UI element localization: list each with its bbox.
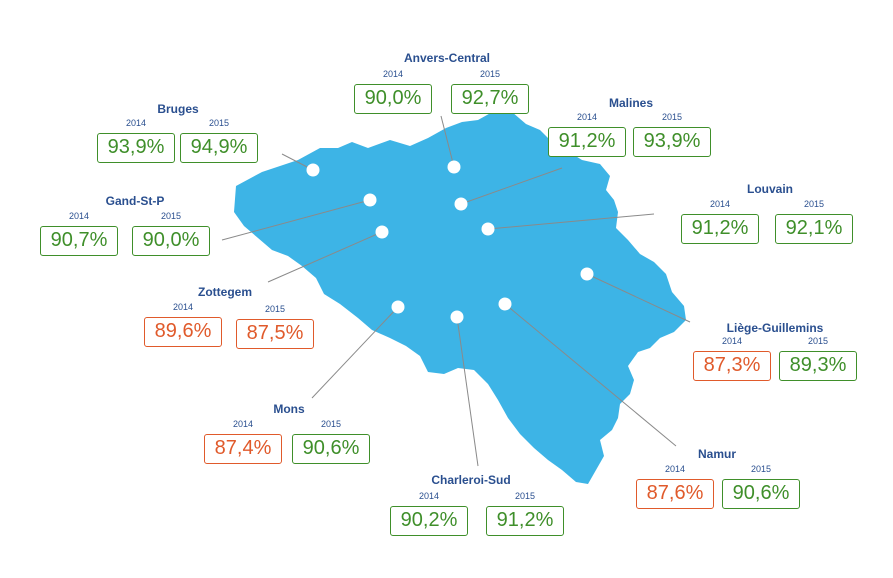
value-box-2014: 90,2% [390,506,468,536]
leader-line-zottegem [267,231,383,283]
value-box-2014: 93,9% [97,133,175,163]
value-box-2015: 93,9% [633,127,711,157]
year-label-2014: 2014 [382,69,404,79]
value-box-2015: 92,7% [451,84,529,114]
leader-line-louvain [487,213,655,230]
year-label-2015: 2015 [807,336,829,346]
leader-line-namur [504,303,677,447]
station-marker-zottegem[interactable] [375,225,389,239]
station-marker-louvain[interactable] [481,222,495,236]
year-label-2015: 2015 [320,419,342,429]
value-box-2015: 87,5% [236,319,314,349]
value-box-2014: 90,7% [40,226,118,256]
year-label-2014: 2014 [664,464,686,474]
station-name: Charleroi-Sud [431,473,511,487]
station-marker-namur[interactable] [498,297,512,311]
year-label-2014: 2014 [418,491,440,501]
value-box-2015: 90,0% [132,226,210,256]
value-box-2014: 91,2% [681,214,759,244]
year-label-2015: 2015 [264,304,286,314]
year-label-2014: 2014 [68,211,90,221]
value-box-2014: 91,2% [548,127,626,157]
leader-line-malines [460,167,563,205]
year-label-2014: 2014 [232,419,254,429]
value-box-2015: 92,1% [775,214,853,244]
station-name: Mons [273,402,305,416]
station-name: Louvain [746,182,794,196]
year-label-2015: 2015 [514,491,536,501]
leader-line-gand-st-p [221,199,371,241]
leader-line-anvers-central [440,115,455,168]
year-label-2015: 2015 [661,112,683,122]
station-marker-bruges[interactable] [306,163,320,177]
station-marker-anvers-central[interactable] [447,160,461,174]
station-name: Zottegem [198,285,252,299]
year-label-2015: 2015 [803,199,825,209]
value-box-2014: 90,0% [354,84,432,114]
station-marker-charleroi-sud[interactable] [450,310,464,324]
year-label-2014: 2014 [125,118,147,128]
station-name: Gand-St-P [105,194,165,208]
year-label-2015: 2015 [208,118,230,128]
belgium-territory [234,110,686,484]
value-box-2014: 87,4% [204,434,282,464]
value-box-2015: 90,6% [292,434,370,464]
value-box-2015: 90,6% [722,479,800,509]
station-marker-gand-st-p[interactable] [363,193,377,207]
station-name: Bruges [157,102,199,116]
value-box-2014: 89,6% [144,317,222,347]
station-marker-liege-guillemins[interactable] [580,267,594,281]
year-label-2014: 2014 [172,302,194,312]
leader-line-liege-guillemins [586,273,691,323]
station-name: Anvers-Central [403,51,491,65]
year-label-2014: 2014 [576,112,598,122]
value-box-2015: 94,9% [180,133,258,163]
year-label-2015: 2015 [160,211,182,221]
year-label-2014: 2014 [709,199,731,209]
year-label-2015: 2015 [750,464,772,474]
station-marker-mons[interactable] [391,300,405,314]
value-box-2015: 89,3% [779,351,857,381]
station-name: Malines [608,96,654,110]
station-name: Liège-Guillemins [726,321,824,335]
value-box-2014: 87,6% [636,479,714,509]
leader-line-mons [311,306,399,399]
station-marker-malines[interactable] [454,197,468,211]
value-box-2014: 87,3% [693,351,771,381]
station-name: Namur [697,447,737,461]
leader-line-charleroi-sud [456,316,479,467]
year-label-2015: 2015 [479,69,501,79]
year-label-2014: 2014 [721,336,743,346]
value-box-2015: 91,2% [486,506,564,536]
